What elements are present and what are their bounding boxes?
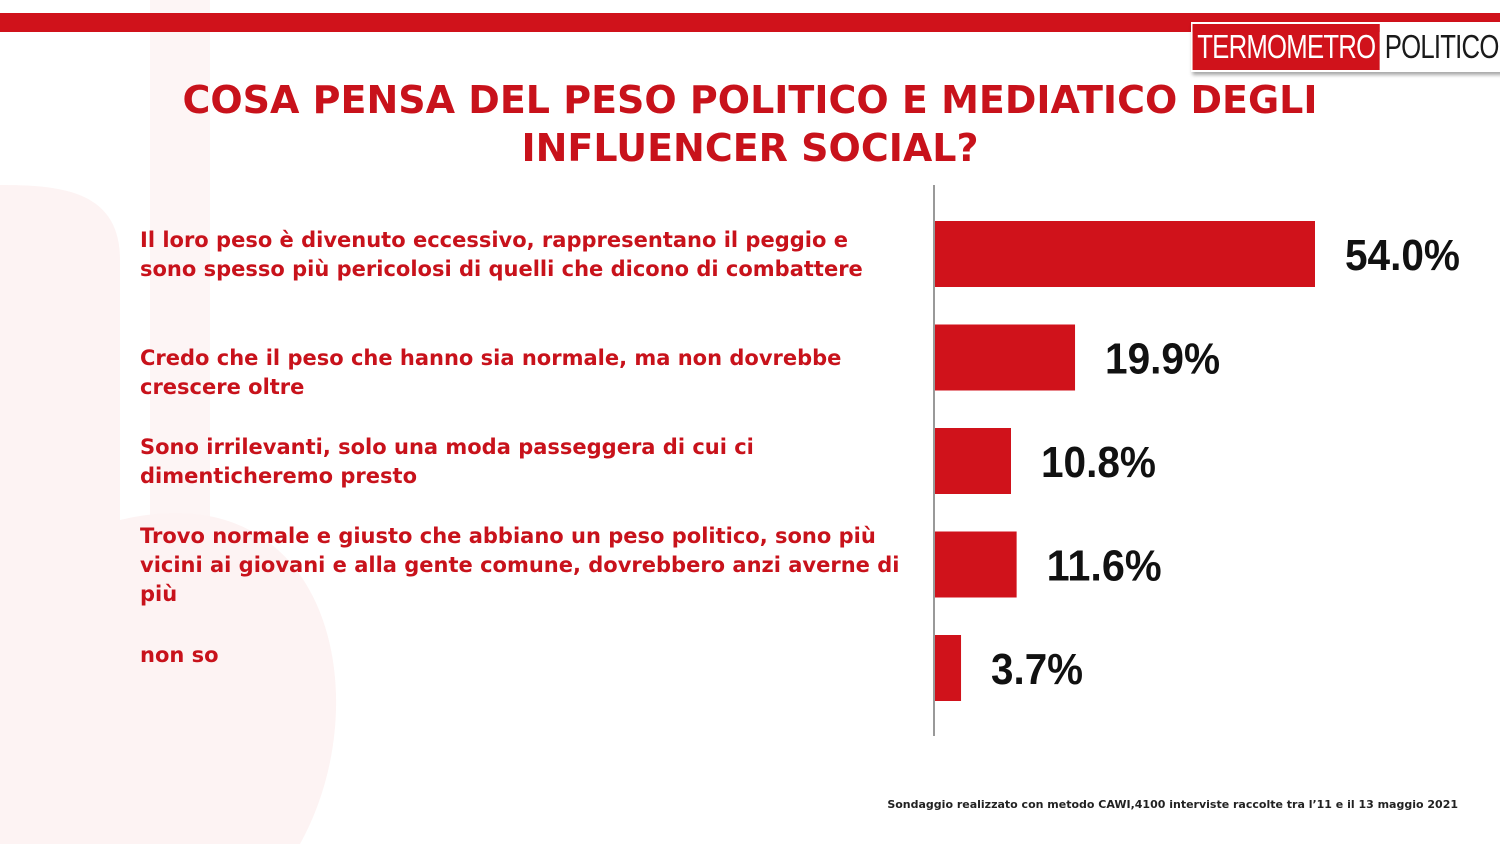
value-label-1: 54.0% (1345, 231, 1460, 280)
title-line-1: COSA PENSA DEL PESO POLITICO E MEDIATICO… (182, 78, 1318, 122)
termometro-politico-logo: TERMOMETRO POLITICO (1191, 22, 1500, 72)
category-label-2: Credo che il peso che hanno sia normale,… (140, 346, 842, 399)
bar-1 (935, 221, 1315, 287)
value-label-4: 11.6% (1047, 542, 1162, 591)
top-accent-bar (0, 13, 1500, 32)
value-label-3: 10.8% (1041, 438, 1156, 487)
value-label-2: 19.9% (1105, 335, 1220, 384)
category-label-4: Trovo normale e giusto che abbiano un pe… (140, 524, 900, 606)
logo-part-1: TERMOMETRO (1192, 24, 1381, 70)
title-line-2: INFLUENCER SOCIAL? (521, 126, 979, 170)
value-label-5: 3.7% (991, 645, 1083, 694)
footnote: Sondaggio realizzato con metodo CAWI,410… (887, 798, 1458, 811)
category-label-3: Sono irrilevanti, solo una moda passegge… (140, 435, 754, 488)
category-label-1: Il loro peso è divenuto eccessivo, rappr… (140, 228, 863, 281)
bar-2 (935, 324, 1076, 391)
bar-5 (935, 635, 962, 701)
logo-part-2: POLITICO (1380, 24, 1500, 70)
bar-3 (935, 428, 1011, 494)
category-label-5: non so (140, 643, 219, 667)
bar-4 (935, 531, 1017, 598)
page-title: COSA PENSA DEL PESO POLITICO E MEDIATICO… (0, 76, 1500, 172)
